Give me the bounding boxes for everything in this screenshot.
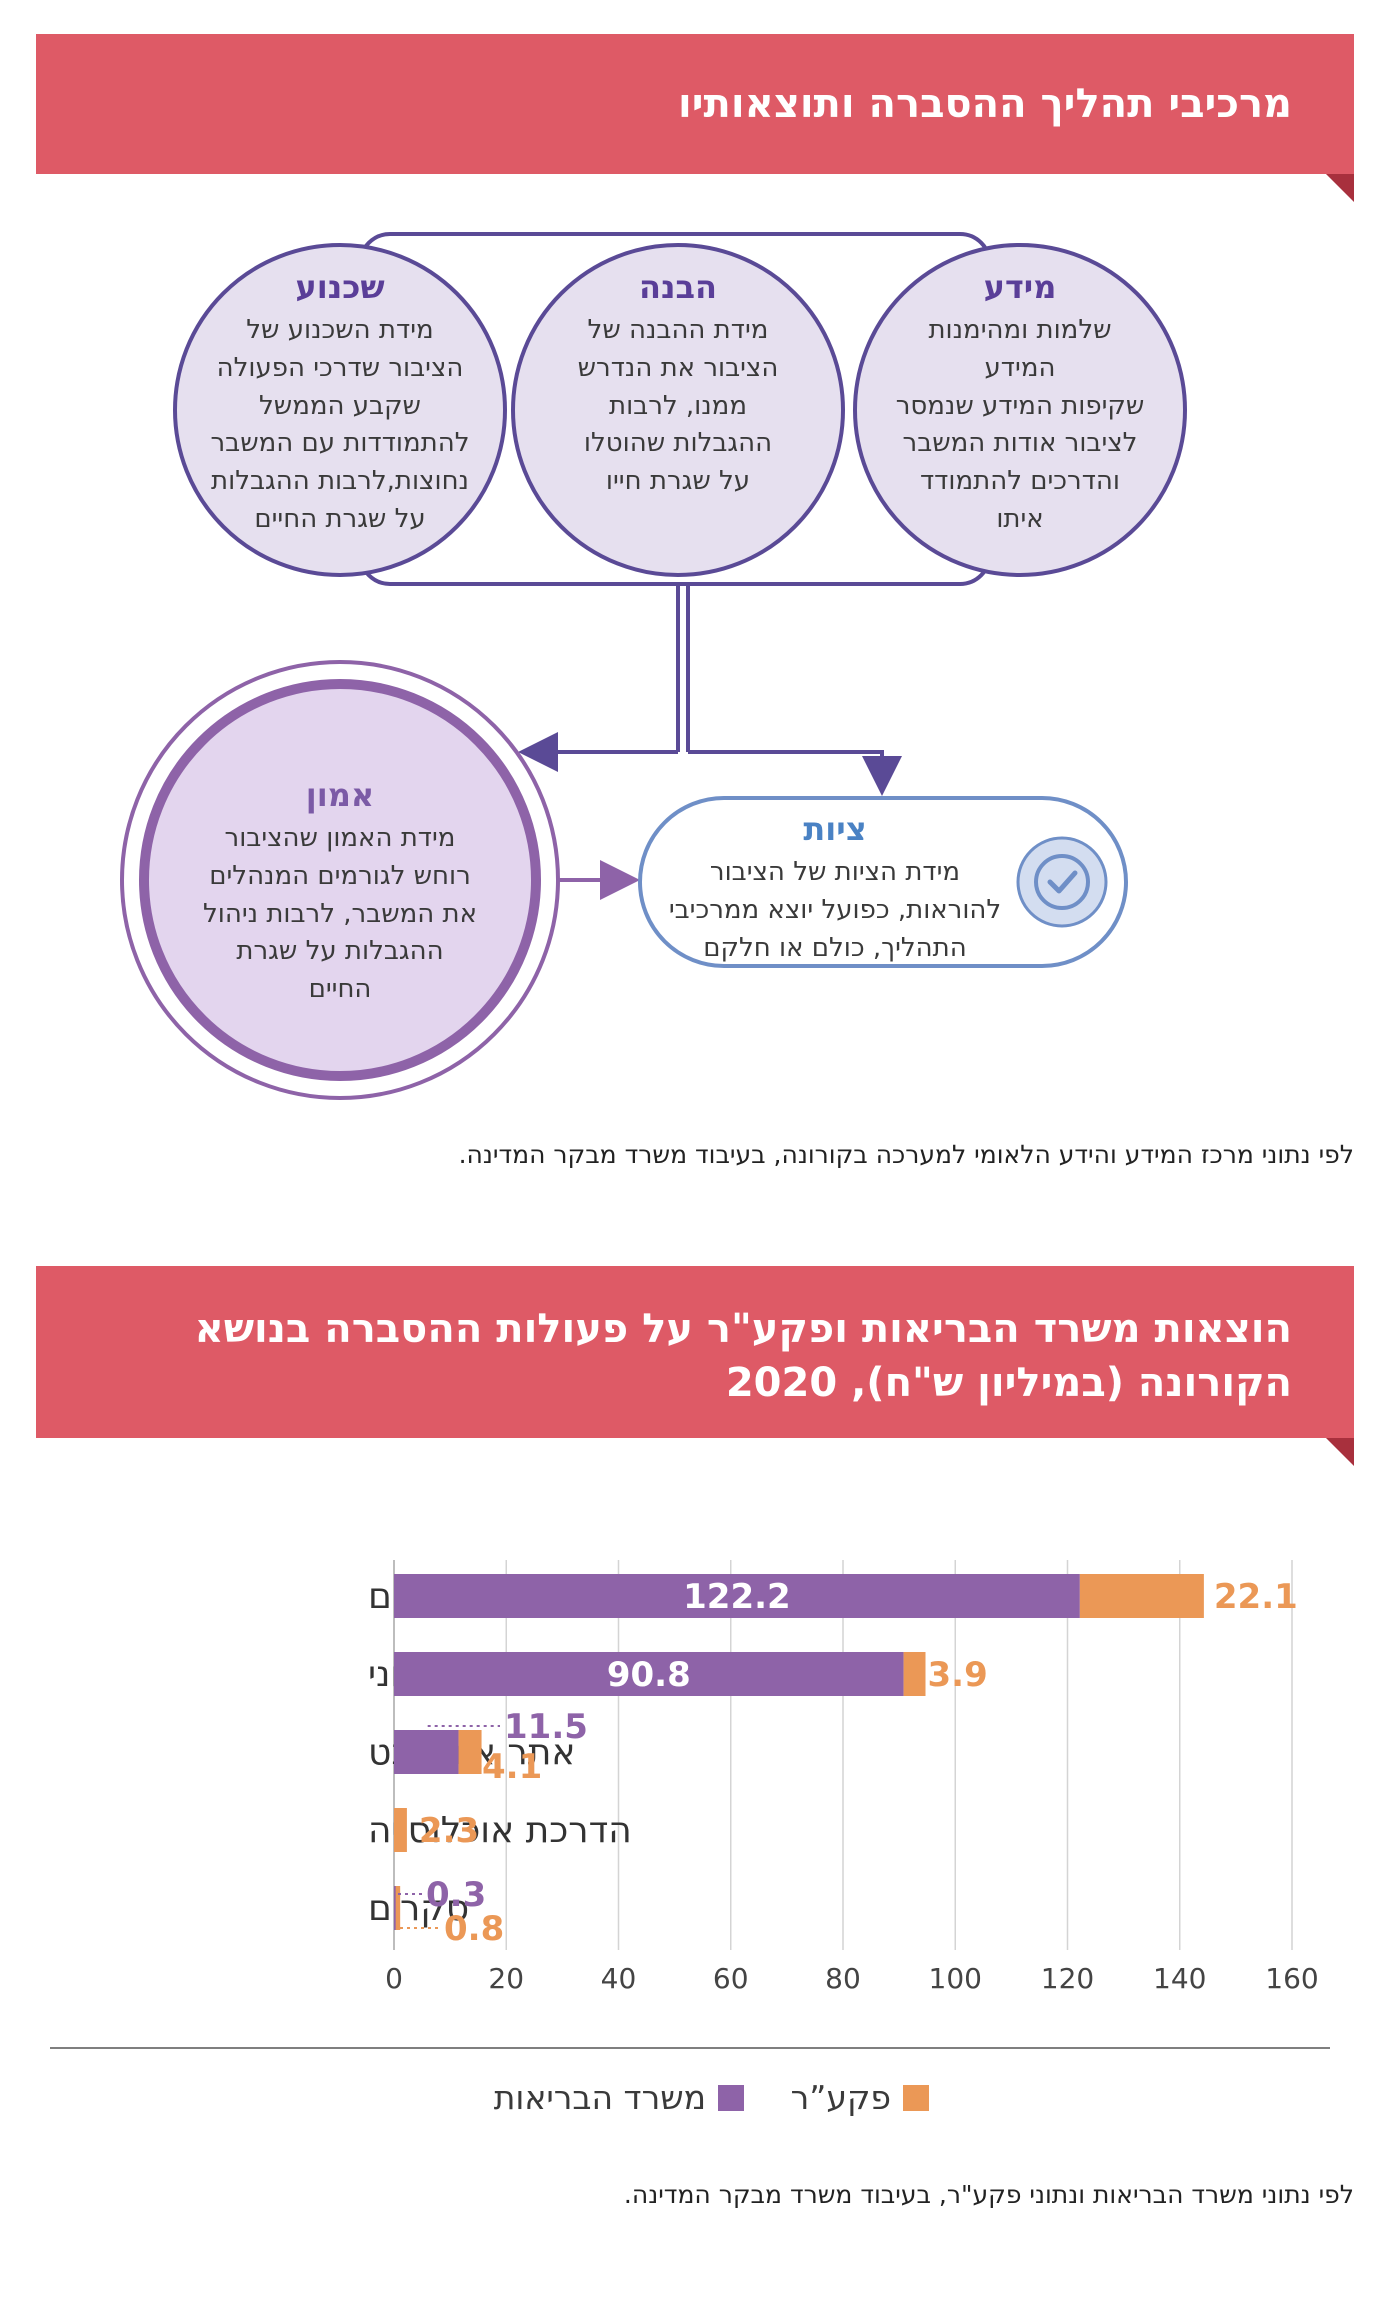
- circle-title: מידע: [983, 268, 1057, 306]
- pill-title: ציות: [803, 810, 867, 848]
- x-tick-label: 60: [713, 1962, 749, 1995]
- circle-shichnua-text: שכנוע מידת השכנוע של הציבור שדרכי הפעולה…: [190, 264, 490, 539]
- pill-tziut-text: ציות מידת הציות של הציבור להוראות, כפועל…: [655, 806, 1015, 967]
- chart-legend: משרד הבריאות פקע”ר: [0, 2078, 1384, 2128]
- pill-line: התהליך, כולם או חלקם: [703, 932, 967, 963]
- circle-line: הציבור את הנדרש: [577, 353, 779, 384]
- data-label-health: 11.5: [504, 1707, 588, 1747]
- legend-item-pakar: פקע”ר: [791, 2078, 929, 2117]
- data-label-health: 90.8: [607, 1655, 691, 1695]
- circle-meida-text: מידע שלמות ומהימנות המידע שקיפות המידע ש…: [880, 264, 1160, 539]
- x-tick-label: 120: [1041, 1962, 1094, 1995]
- chart-svg: 020406080100120140160מסעות פרסוםמוקד מיד…: [50, 1560, 1330, 2049]
- circle-title: אמון: [305, 776, 375, 814]
- circle-line: נחוצות,לרבות ההגבלות: [211, 466, 469, 497]
- circle-havana: [511, 243, 845, 577]
- bar-health: [394, 1574, 1080, 1618]
- bar-pakar: [903, 1652, 926, 1696]
- legend-label: פקע”ר: [790, 2078, 891, 2117]
- circle-line: על שגרת חייו: [605, 466, 751, 497]
- circle-line: מידת האמון שהציבור: [224, 823, 456, 854]
- circle-line: המידע: [984, 353, 1056, 384]
- circle-line: ההגבלות שהוטלו: [583, 428, 773, 459]
- circle-line: החיים: [308, 974, 372, 1005]
- circle-shichnua: [173, 243, 507, 577]
- x-tick-label: 0: [385, 1962, 403, 1995]
- circle-line: להתמודדות עם המשבר: [210, 428, 470, 459]
- legend-item-health: משרד הבריאות: [494, 2078, 744, 2117]
- source-note: לפי נתוני מרכז המידע והידע הלאומי למערכה…: [458, 1140, 1354, 1169]
- circle-line: שלמות ומהימנות: [928, 315, 1112, 346]
- bar-chart: 020406080100120140160מסעות פרסוםמוקד מיד…: [0, 1480, 1384, 2100]
- section-title-line: הקורונה (במיליון ש"ח), 2020: [725, 1360, 1292, 1406]
- legend-swatch: [903, 2084, 929, 2111]
- circle-line: לציבור אודות המשבר: [902, 428, 1138, 459]
- data-label-pakar: 0.8: [444, 1909, 504, 1949]
- circle-title: הבנה: [639, 268, 717, 306]
- data-label-pakar: 4.1: [482, 1747, 542, 1787]
- x-tick-label: 20: [488, 1962, 524, 1995]
- circle-line: מידת השכנוע של: [246, 315, 434, 346]
- bar-pakar: [394, 1808, 407, 1852]
- data-label-health: 0.3: [426, 1875, 486, 1915]
- pill-line: מידת הציות של הציבור: [709, 857, 961, 888]
- data-label-health: 122.2: [683, 1577, 791, 1617]
- circle-line: ההגבלות על שגרת: [236, 936, 444, 967]
- category-label: הדרכת אוכלוסייה: [368, 1810, 632, 1851]
- circle-line: הציבור שדרכי הפעולה: [216, 353, 464, 384]
- circle-havana-text: הבנה מידת ההבנה של הציבור את הנדרש ממנו,…: [538, 264, 818, 501]
- bar-pakar: [458, 1730, 482, 1774]
- circle-line: את המשבר, לרבות ניהול: [202, 898, 478, 929]
- bar-pakar: [1079, 1574, 1204, 1618]
- circle-emun: [139, 679, 541, 1081]
- circle-line: רוחש לגורמים המנהלים: [209, 861, 471, 892]
- circle-line: שקבע הממשל: [259, 390, 421, 421]
- source-note: לפי נתוני משרד הבריאות ונתוני פקע"ר, בעי…: [623, 2180, 1354, 2209]
- legend-label: משרד הבריאות: [493, 2078, 706, 2117]
- section-title-banner: מרכיבי תהליך ההסברה ותוצאותיו: [36, 34, 1354, 202]
- category-label: סקרים: [368, 1888, 469, 1929]
- circle-line: מידת ההבנה של: [587, 315, 769, 346]
- circle-line: ממנו, לרבות: [609, 390, 747, 421]
- x-tick-label: 80: [825, 1962, 861, 1995]
- diagram-connectors: [120, 232, 1187, 1100]
- data-label-pakar: 2.3: [419, 1811, 479, 1851]
- section-title: מרכיבי תהליך ההסברה ותוצאותיו: [678, 81, 1292, 127]
- bar-health: [394, 1652, 904, 1696]
- legend-swatch: [718, 2084, 744, 2111]
- x-tick-label: 160: [1265, 1962, 1318, 1995]
- circle-emun-text: אמון מידת האמון שהציבור רוחש לגורמים המנ…: [175, 772, 505, 1009]
- circle-line: והדרכים להתמודד: [919, 466, 1120, 497]
- data-label-pakar: 22.1: [1214, 1577, 1298, 1617]
- process-diagram: מידע שלמות ומהימנות המידע שקיפות המידע ש…: [0, 220, 1384, 1120]
- x-tick-label: 140: [1153, 1962, 1206, 1995]
- data-label-pakar: 3.9: [928, 1655, 988, 1695]
- x-tick-label: 100: [929, 1962, 982, 1995]
- check-icon: [1016, 836, 1108, 928]
- circle-meida: [853, 243, 1187, 577]
- circle-line: שקיפות המידע שנמסר: [895, 390, 1145, 421]
- circle-title: שכנוע: [295, 268, 385, 306]
- section-title-banner: הוצאות משרד הבריאות ופקע"ר על פעולות ההס…: [36, 1266, 1354, 1466]
- circle-line: על שגרת החיים: [254, 503, 426, 534]
- section-title-line: הוצאות משרד הבריאות ופקע"ר על פעולות ההס…: [194, 1306, 1292, 1352]
- pill-line: להוראות, כפועל יוצא ממרכיבי: [668, 895, 1002, 926]
- bar-health: [394, 1730, 459, 1774]
- x-tick-label: 40: [601, 1962, 637, 1995]
- pill-tziut: [638, 796, 1128, 968]
- circle-line: איתו: [996, 503, 1044, 534]
- banner-fold: [1326, 174, 1354, 202]
- bar-health: [394, 1886, 396, 1930]
- banner-fold: [1326, 1438, 1354, 1466]
- bar-pakar: [395, 1886, 401, 1930]
